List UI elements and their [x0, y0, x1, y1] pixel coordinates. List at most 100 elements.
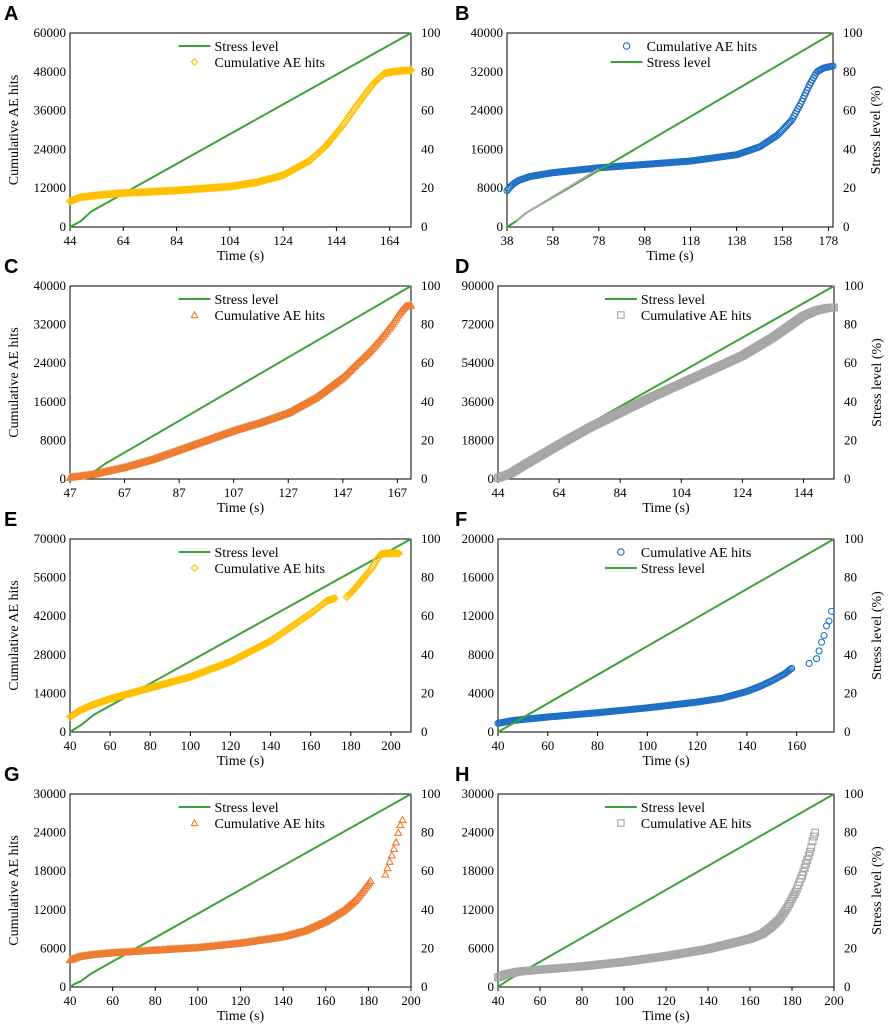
panel-a-legend-label: Stress level: [215, 40, 279, 55]
panel-g-y2-tick-label: 60: [421, 863, 434, 878]
panel-h-y-tick-label: 30000: [462, 786, 495, 801]
panel-f-y2-tick-label: 40: [844, 647, 857, 662]
panel-b-x-tick-label: 138: [727, 233, 747, 248]
panel-b-y2-tick-label: 100: [843, 25, 863, 40]
panel-e-y2-tick-label: 0: [421, 724, 428, 739]
panel-h-legend-label: Cumulative AE hits: [641, 817, 751, 832]
panel-g-y-tick-label: 18000: [34, 863, 67, 878]
panel-c-x-tick-label: 147: [333, 485, 353, 500]
panel-g-x-tick-label: 160: [316, 993, 336, 1008]
panel-a-x-axis-label: Time (s): [217, 249, 265, 264]
panel-e-ae-b-marker: [393, 549, 402, 558]
panel-a-x-tick-label: 164: [380, 233, 400, 248]
panel-b-y-tick-label: 0: [497, 219, 504, 234]
panel-b-legend-label: Stress level: [647, 56, 711, 71]
panel-h-ae-marker: [783, 902, 792, 911]
panel-f-y-tick-label: 16000: [462, 570, 495, 585]
panel-g-stress-line: [69, 793, 412, 988]
panel-g-ae-b-marker: [381, 869, 390, 878]
panel-c-x-tick-label: 67: [118, 485, 132, 500]
panel-d-y-tick-label: 54000: [462, 355, 495, 370]
panel-e-ae-b-marker: [394, 549, 404, 558]
panel-a-stress-line: [69, 32, 412, 228]
panel-c-y-tick-label: 24000: [34, 355, 67, 370]
panel-b-x-tick-label: 158: [773, 233, 793, 248]
panel-d-plot-frame: [497, 285, 835, 480]
panel-e-x-tick-label: 180: [341, 738, 361, 753]
panel-c-series-ae: [65, 300, 416, 481]
panel-d-y2-tick-label: 60: [844, 355, 857, 370]
panel-d-y2-axis-label: Stress level (%): [870, 338, 885, 427]
panel-c-x-tick-label: 127: [278, 485, 298, 500]
panel-e-ae-marker: [329, 594, 338, 603]
panel-e-y-axis-label: Cumulative AE hits: [7, 580, 22, 690]
panel-f-x-tick-label: 140: [737, 738, 757, 753]
panel-b-series-ae: [503, 62, 837, 195]
panel-a-x-tick-label: 44: [64, 233, 78, 248]
panel-b-stress-overlay-line: [515, 167, 600, 222]
panel-f-y2-tick-label: 100: [844, 531, 864, 546]
panel-f-ae-b-marker: [805, 659, 813, 668]
panel-c-x-tick-label: 107: [224, 485, 244, 500]
panel-h-x-tick-label: 80: [576, 993, 589, 1008]
panel-g-y2-tick-label: 100: [421, 786, 441, 801]
panel-g-ae-b-marker: [393, 828, 403, 836]
panel-c-y2-tick-label: 60: [421, 355, 434, 370]
panel-g-series-ae: [65, 876, 375, 964]
panel-g: G40 60 80 100 120 140 160 180 200060001200018000…: [4, 764, 441, 1024]
panel-a-ae-marker: [406, 66, 416, 75]
panel-a-ae-marker: [405, 66, 414, 75]
panel-c-ae-marker: [337, 373, 347, 382]
panel-e-x-tick-label: 200: [381, 738, 401, 753]
panel-e-y-tick-label: 42000: [34, 608, 67, 623]
panel-c-x-tick-label: 47: [64, 485, 78, 500]
panel-h-x-tick-label: 160: [740, 993, 760, 1008]
panel-f-y-tick-label: 12000: [462, 608, 495, 623]
panel-a-y2-tick-label: 100: [421, 25, 441, 40]
panel-g-x-tick-label: 80: [149, 993, 162, 1008]
panel-c-y-tick-label: 8000: [40, 432, 66, 447]
panel-e-plot-frame: [69, 538, 412, 733]
panel-c-y-tick-label: 16000: [34, 394, 67, 409]
panel-e-series-stress: [69, 538, 412, 733]
panel-a-ae-marker: [277, 171, 287, 180]
panel-g-x-tick-label: 180: [359, 993, 379, 1008]
panel-a-x-tick-label: 84: [170, 233, 184, 248]
panel-f-y-tick-label: 8000: [468, 647, 494, 662]
panel-h-x-tick-label: 40: [492, 993, 505, 1008]
panel-d-x-axis-label: Time (s): [642, 501, 690, 516]
panel-e-legend-label: Stress level: [215, 546, 279, 561]
panel-d-y2-tick-label: 100: [844, 278, 864, 293]
panel-f-x-tick-label: 160: [787, 738, 807, 753]
panel-b-y2-tick-label: 80: [843, 64, 856, 79]
panel-a-y2-tick-label: 60: [421, 103, 434, 118]
panel-e-ae-b-marker: [392, 549, 401, 558]
panel-h-ae-marker: [811, 828, 820, 837]
panel-c-y-tick-label: 40000: [34, 278, 67, 293]
panel-a-series-stress: [69, 32, 412, 228]
panel-c-y2-tick-label: 40: [421, 394, 434, 409]
panel-c-y-axis-label: Cumulative AE hits: [7, 327, 22, 437]
panel-h-ae-marker: [786, 897, 795, 906]
panel-f-x-tick-label: 80: [591, 738, 604, 753]
panel-e-y2-tick-label: 40: [421, 647, 434, 662]
panel-b: B 38 58 78 98 118 138 158 178 0 8000 16000 24000 3200…: [455, 3, 884, 264]
panel-e-y2-tick-label: 80: [421, 570, 434, 585]
panel-h-series-ae: [494, 828, 820, 982]
panel-a: A 44 64 84 104 124 144 164 0 12000 24000 36000 48000…: [4, 3, 441, 264]
panel-d-y2-tick-label: 80: [844, 317, 857, 332]
panel-e-y-tick-label: 28000: [34, 647, 67, 662]
panel-e-y2-tick-label: 60: [421, 608, 434, 623]
panel-h-ae-marker: [808, 837, 817, 846]
panel-h-ae-marker: [789, 892, 797, 901]
panel-b-series-stress-overlay: [515, 167, 600, 222]
panel-h-ae-marker: [804, 851, 813, 860]
panel-b-y-tick-label: 16000: [471, 141, 504, 156]
panel-g-y-tick-label: 24000: [34, 825, 67, 840]
panel-g-ae-b-marker: [389, 844, 399, 852]
panel-g-y2-tick-label: 20: [421, 940, 434, 955]
panel-b-x-tick-label: 38: [501, 233, 514, 248]
panel-a-y-tick-label: 12000: [34, 180, 67, 195]
panel-g-x-tick-label: 60: [106, 993, 119, 1008]
